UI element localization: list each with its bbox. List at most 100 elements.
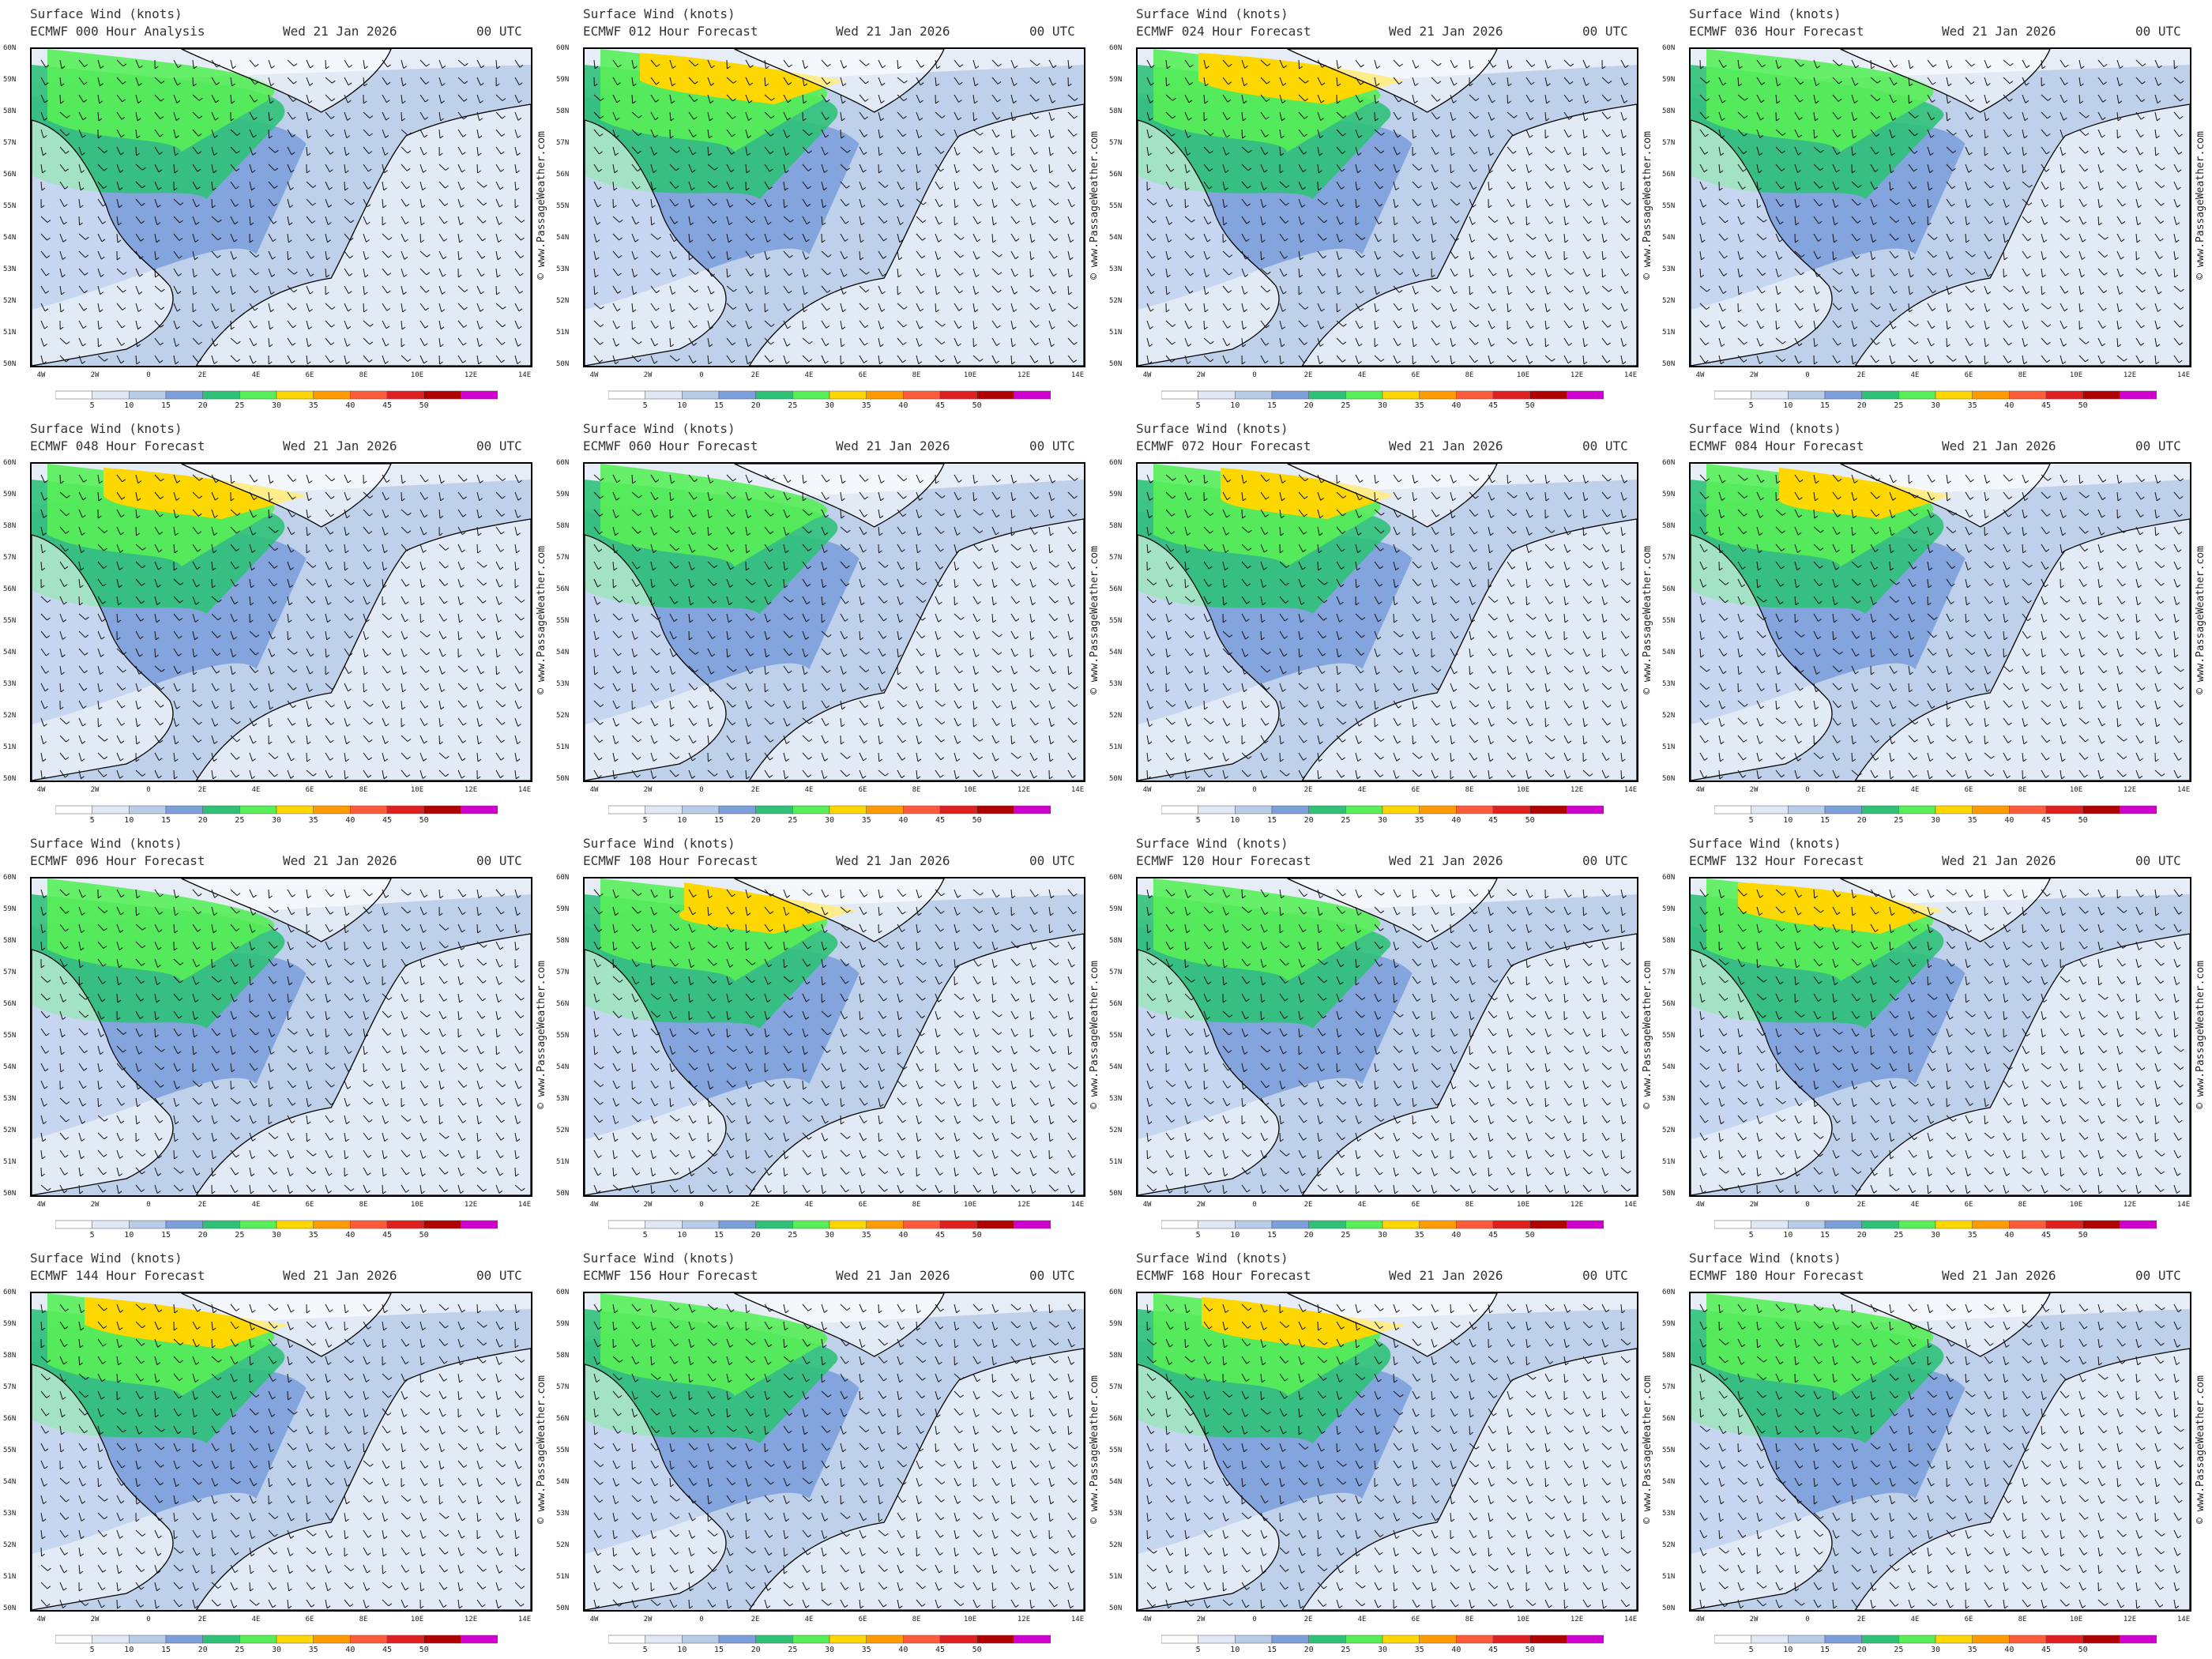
colorbar-tick-label: 5 bbox=[89, 401, 95, 410]
colorbar-swatch bbox=[939, 390, 977, 400]
colorbar-tick-label: 45 bbox=[1488, 816, 1499, 825]
longitude-label: 12E bbox=[464, 786, 478, 794]
colorbar-tick-label: 40 bbox=[2004, 816, 2014, 825]
latitude-label: 54N bbox=[3, 1063, 17, 1071]
wind-speed-colorbar bbox=[55, 390, 498, 400]
latitude-label: 58N bbox=[556, 522, 570, 530]
colorbar-swatch bbox=[718, 390, 756, 400]
longitude-label: 14E bbox=[517, 1616, 532, 1623]
panel-date: Wed 21 Jan 2026 bbox=[1389, 1268, 1503, 1283]
longitude-label: 2E bbox=[750, 786, 760, 794]
colorbar-tick-label: 35 bbox=[861, 816, 871, 825]
colorbar-tick-label: 35 bbox=[308, 1646, 318, 1654]
forecast-panel: Surface Wind (knots) ECMWF 120 Hour Forec… bbox=[1109, 836, 1653, 1240]
latitude-label: 59N bbox=[556, 1320, 570, 1328]
colorbar-swatch bbox=[165, 805, 203, 814]
colorbar-swatch bbox=[1567, 390, 1604, 400]
longitude-label: 4E bbox=[804, 1201, 814, 1209]
latitude-label: 56N bbox=[556, 1000, 570, 1008]
latitude-label: 59N bbox=[1109, 905, 1123, 913]
colorbar-swatch bbox=[976, 390, 1014, 400]
latitude-label: 54N bbox=[1109, 649, 1123, 656]
latitude-label: 56N bbox=[3, 1415, 17, 1423]
colorbar-tick-label: 5 bbox=[642, 816, 648, 825]
colorbar-swatch bbox=[1456, 1220, 1494, 1229]
colorbar-swatch bbox=[1235, 1635, 1273, 1644]
longitude-label: 0 bbox=[1805, 786, 1810, 794]
colorbar-tick-label: 50 bbox=[2078, 1646, 2088, 1654]
longitude-label: 2W bbox=[90, 786, 100, 794]
latitude-label: 57N bbox=[3, 554, 17, 562]
wind-field-map bbox=[32, 1293, 531, 1610]
colorbar-swatch bbox=[939, 1635, 977, 1644]
latitude-label: 58N bbox=[556, 107, 570, 115]
longitude-label: 14E bbox=[2176, 1616, 2191, 1623]
colorbar-swatch bbox=[239, 390, 277, 400]
latitude-label: 53N bbox=[556, 1510, 570, 1518]
panel-run-label: ECMWF 084 Hour Forecast bbox=[1689, 438, 1864, 453]
colorbar-tick-label: 25 bbox=[1341, 1231, 1351, 1240]
colorbar-tick-label: 15 bbox=[1819, 401, 1830, 410]
longitude-label: 2E bbox=[1856, 371, 1866, 379]
latitude-label: 59N bbox=[1662, 491, 1676, 498]
colorbar-swatch bbox=[276, 390, 314, 400]
latitude-label: 50N bbox=[1662, 1190, 1676, 1198]
colorbar-swatch bbox=[1824, 805, 1862, 814]
forecast-panel: Surface Wind (knots) ECMWF 036 Hour Forec… bbox=[1662, 6, 2206, 410]
latitude-label: 55N bbox=[3, 202, 17, 210]
colorbar-tick-label: 10 bbox=[124, 1231, 134, 1240]
colorbar-swatch bbox=[1014, 1220, 1051, 1229]
colorbar-tick-label: 30 bbox=[271, 1231, 282, 1240]
colorbar-swatch bbox=[1788, 1220, 1826, 1229]
longitude-label: 4W bbox=[589, 1616, 599, 1623]
colorbar-swatch bbox=[718, 805, 756, 814]
colorbar-swatch bbox=[2082, 805, 2120, 814]
colorbar-swatch bbox=[1419, 1220, 1457, 1229]
colorbar-swatch bbox=[313, 1635, 351, 1644]
colorbar-tick-label: 15 bbox=[1266, 401, 1277, 410]
colorbar-tick-label: 15 bbox=[160, 1231, 171, 1240]
colorbar-tick-label: 40 bbox=[1451, 1646, 1462, 1654]
longitude-label: 2W bbox=[1749, 1201, 1759, 1209]
latitude-label: 50N bbox=[1662, 1604, 1676, 1612]
wind-field-map bbox=[585, 464, 1084, 781]
longitude-label: 2E bbox=[198, 1201, 207, 1209]
latitude-label: 60N bbox=[3, 44, 17, 52]
latitude-label: 54N bbox=[556, 1063, 570, 1071]
colorbar-swatch bbox=[92, 1635, 130, 1644]
colorbar-tick-label: 5 bbox=[89, 1646, 95, 1654]
latitude-label: 59N bbox=[3, 491, 17, 498]
colorbar-swatch bbox=[903, 805, 941, 814]
latitude-label: 51N bbox=[556, 329, 570, 337]
panel-date: Wed 21 Jan 2026 bbox=[1389, 24, 1503, 39]
latitude-label: 51N bbox=[1109, 1158, 1123, 1166]
colorbar-swatch bbox=[386, 805, 424, 814]
forecast-panel: Surface Wind (knots) ECMWF 012 Hour Forec… bbox=[556, 6, 1100, 410]
longitude-label: 14E bbox=[2176, 1201, 2191, 1209]
colorbar-swatch bbox=[1751, 390, 1789, 400]
colorbar-swatch bbox=[1014, 1635, 1051, 1644]
colorbar-tick-label: 5 bbox=[642, 1646, 648, 1654]
colorbar-tick-label: 25 bbox=[235, 1646, 245, 1654]
colorbar-tick-label: 25 bbox=[235, 1231, 245, 1240]
colorbar-swatch bbox=[1419, 390, 1457, 400]
colorbar-swatch bbox=[1014, 390, 1051, 400]
longitude-label: 4W bbox=[36, 786, 46, 794]
colorbar-tick-label: 40 bbox=[345, 1231, 356, 1240]
panel-run-label: ECMWF 144 Hour Forecast bbox=[30, 1268, 205, 1283]
panel-date: Wed 21 Jan 2026 bbox=[283, 853, 397, 868]
colorbar-swatch bbox=[239, 805, 277, 814]
latitude-label: 52N bbox=[1109, 712, 1123, 720]
colorbar-tick-label: 10 bbox=[1783, 401, 1793, 410]
longitude-label: 4E bbox=[804, 786, 814, 794]
latitude-label: 56N bbox=[1662, 585, 1676, 593]
colorbar-swatch bbox=[165, 390, 203, 400]
colorbar-tick-label: 40 bbox=[345, 1646, 356, 1654]
colorbar-tick-label: 20 bbox=[198, 1231, 208, 1240]
wind-speed-colorbar bbox=[608, 1220, 1051, 1229]
wind-speed-colorbar bbox=[1161, 1635, 1604, 1644]
latitude-label: 56N bbox=[1109, 1000, 1123, 1008]
latitude-label: 55N bbox=[556, 617, 570, 625]
colorbar-swatch bbox=[129, 390, 167, 400]
colorbar-tick-label: 10 bbox=[124, 401, 134, 410]
